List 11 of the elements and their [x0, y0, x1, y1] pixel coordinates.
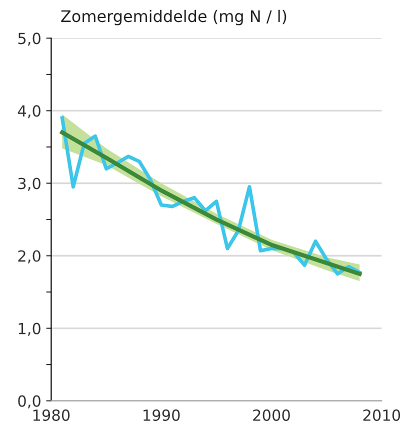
x-tick-label: 2010 — [363, 409, 400, 421]
x-tick-label: 1980 — [33, 409, 70, 421]
y-tick-label: 2,0 — [18, 250, 40, 264]
y-tick-label: 4,0 — [18, 105, 40, 118]
y-tick-label: 0,0 — [18, 395, 40, 408]
x-tick-label: 2000 — [253, 409, 290, 421]
x-tick-label: 1990 — [144, 409, 180, 421]
y-tick-label: 1,0 — [18, 322, 40, 336]
chart-title: Zomergemiddelde (mg N / l) — [61, 10, 286, 26]
y-tick-label: 3,0 — [18, 178, 40, 191]
y-tick-label: 5,0 — [18, 32, 40, 46]
